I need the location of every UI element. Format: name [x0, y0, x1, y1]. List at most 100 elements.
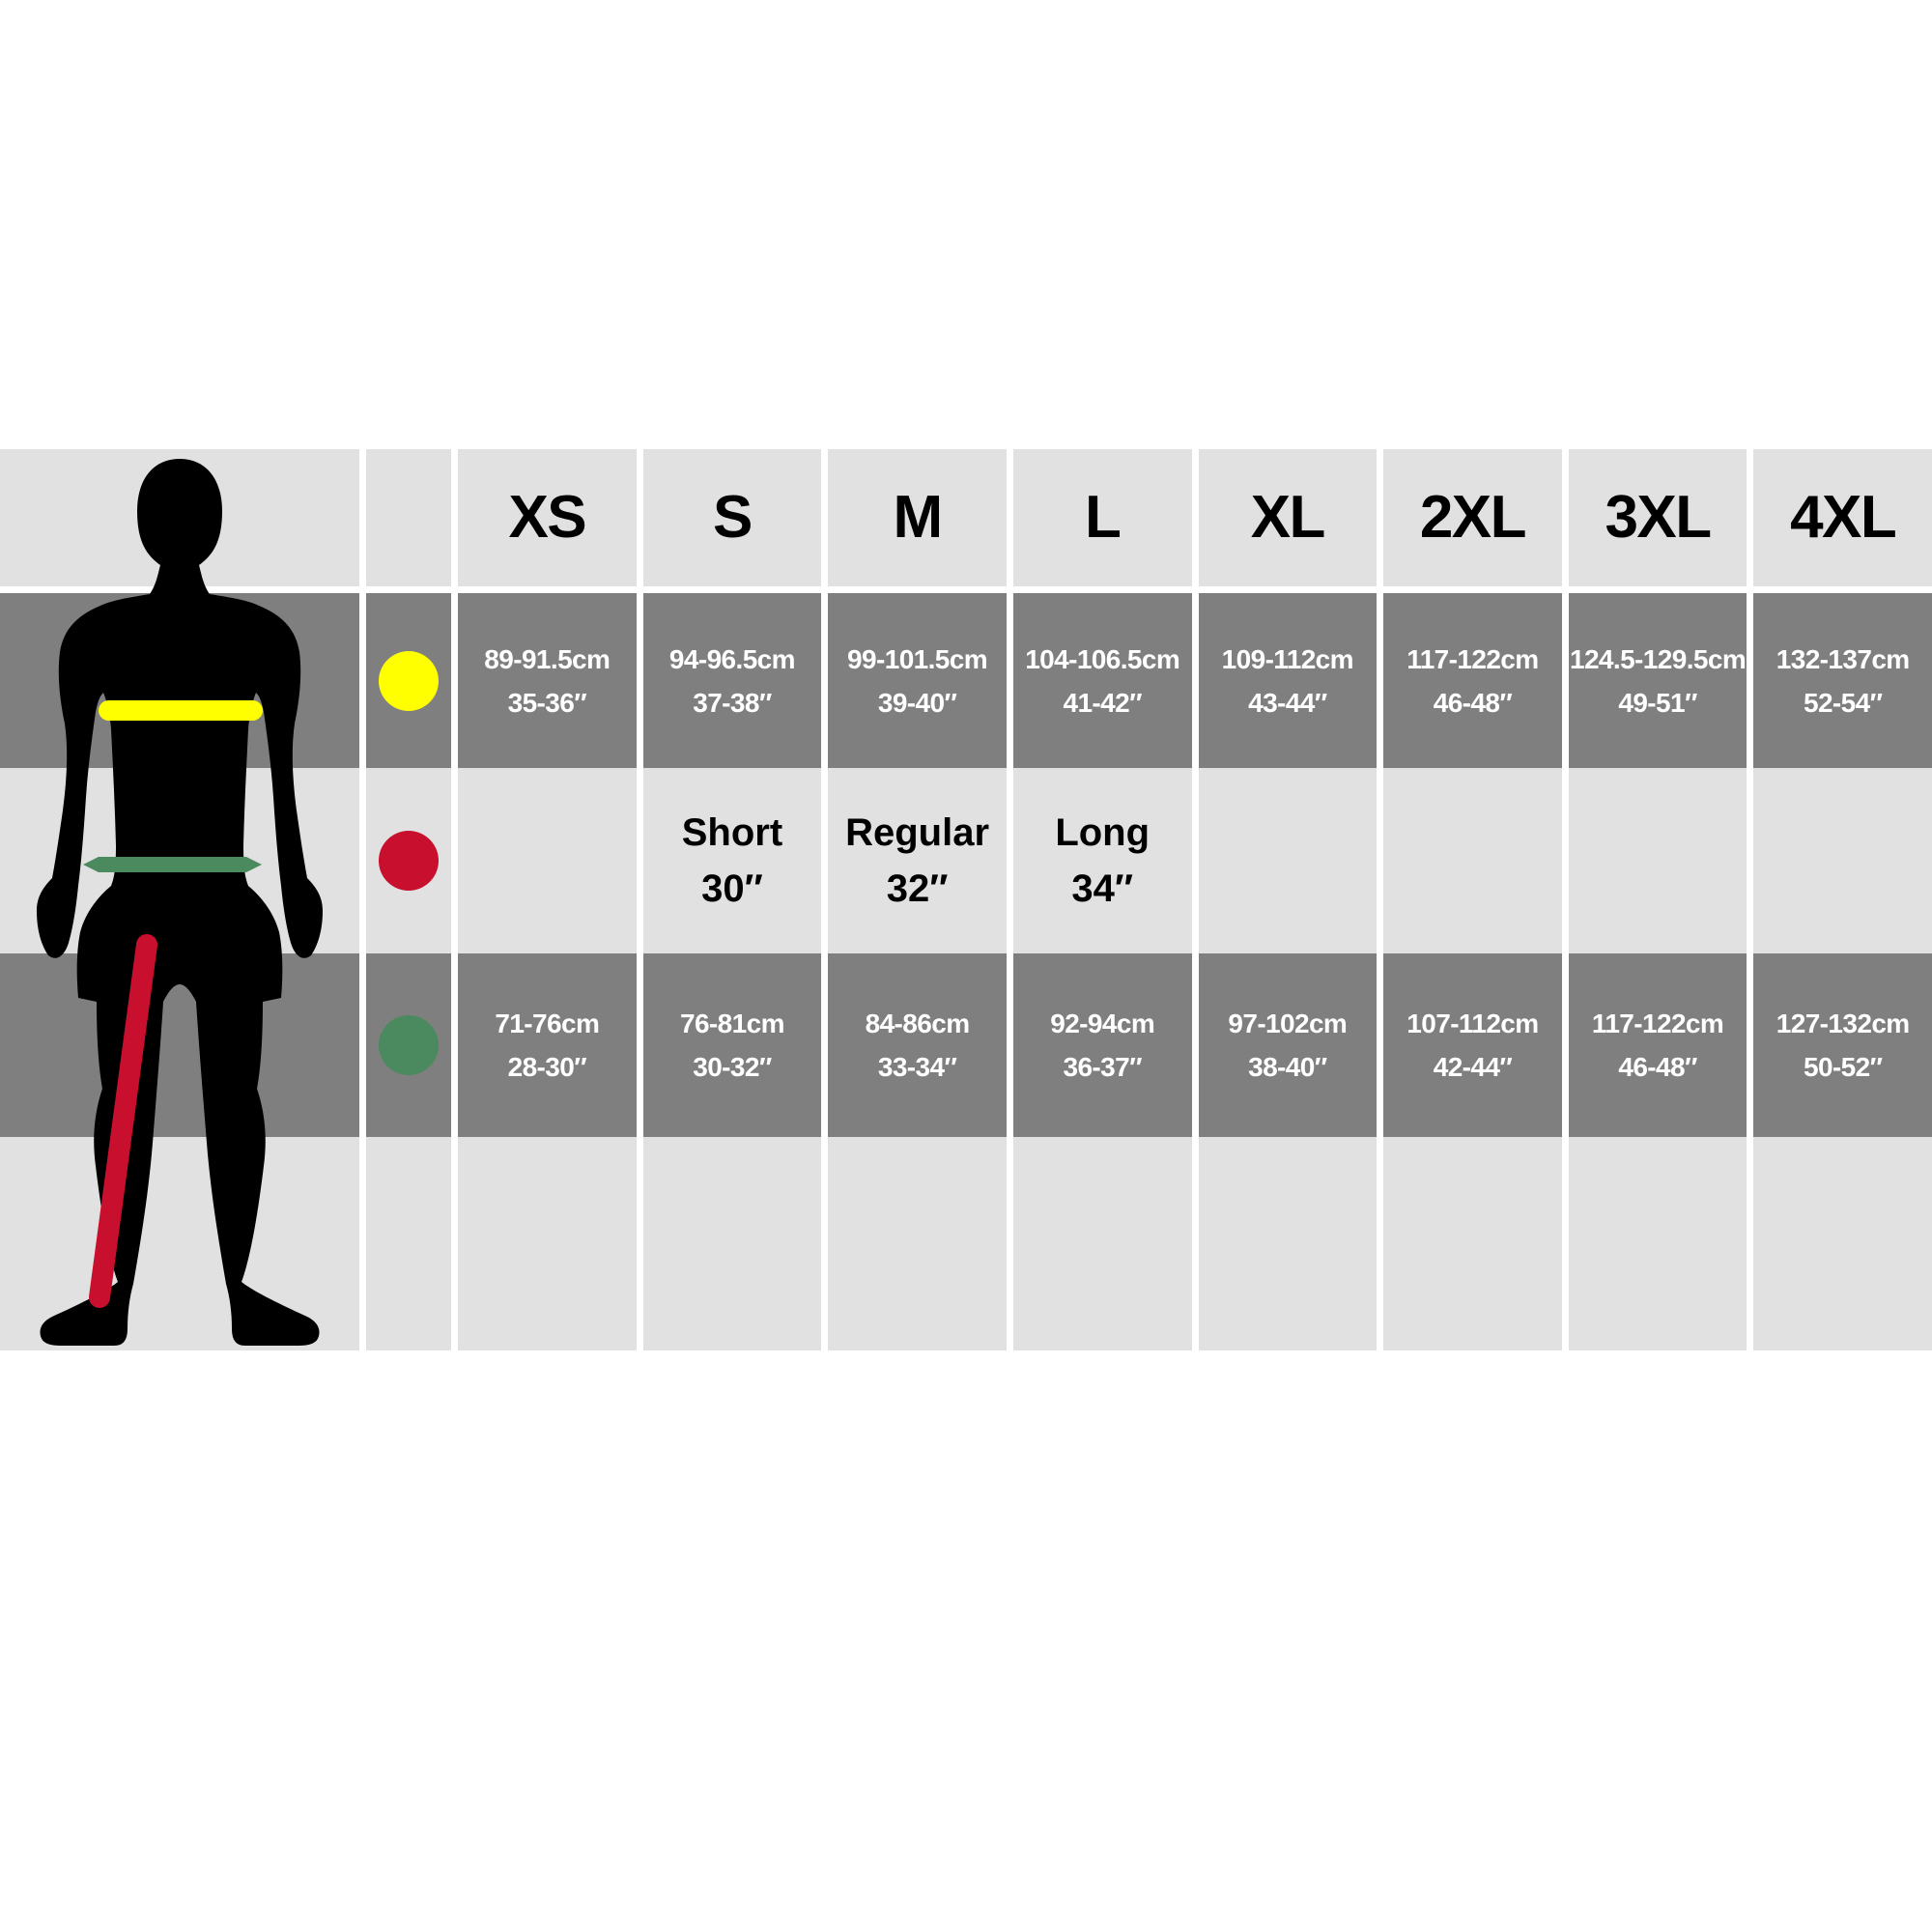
- waist-marker-cell: [366, 953, 451, 1137]
- chest-inches: 52-54″: [1803, 687, 1883, 718]
- size-label: L: [1085, 484, 1122, 551]
- size-label: 3XL: [1605, 484, 1712, 551]
- empty-cell: [1753, 1137, 1932, 1350]
- leg-cell-l: Long 34″: [1012, 768, 1192, 953]
- waist-inches: 46-48″: [1618, 1052, 1697, 1082]
- chest-inches: 41-42″: [1063, 687, 1142, 718]
- waist-cm: 97-102cm: [1228, 1009, 1348, 1038]
- size-column-2xl: 2XL 117-122cm 46-48″ 107-112cm 42-44″: [1383, 449, 1562, 1350]
- leg-marker-dot: [379, 831, 439, 891]
- waist-cell-l: 92-94cm 36-37″: [1012, 953, 1192, 1137]
- empty-cell: [1383, 1137, 1562, 1350]
- leg-cell-3xl: [1568, 768, 1747, 953]
- header-cell-xs: XS: [458, 449, 637, 593]
- empty-cell: [642, 1137, 822, 1350]
- figure-band-bottom-row: [0, 1137, 359, 1350]
- waist-inches: 33-34″: [877, 1052, 957, 1082]
- waist-inches: 36-37″: [1063, 1052, 1142, 1082]
- waist-cell-s: 76-81cm 30-32″: [642, 953, 822, 1137]
- chest-cell-2xl: 117-122cm 46-48″: [1383, 593, 1562, 768]
- chest-cm: 99-101.5cm: [847, 643, 988, 674]
- waist-cm: 127-132cm: [1776, 1009, 1910, 1038]
- empty-cell: [828, 1137, 1007, 1350]
- leg-length-label: Long: [1055, 811, 1151, 854]
- leg-cell-2xl: [1383, 768, 1562, 953]
- size-column-3xl: 3XL 124.5-129.5cm 49-51″ 117-122cm 46-48…: [1568, 449, 1747, 1350]
- chest-inches: 37-38″: [693, 687, 772, 718]
- empty-cell: [1568, 1137, 1747, 1350]
- waist-marker-dot: [379, 1015, 439, 1075]
- size-column-m: M 99-101.5cm 39-40″ Regular 32″ 84-86cm …: [828, 449, 1007, 1350]
- waist-cell-2xl: 107-112cm 42-44″: [1383, 953, 1562, 1137]
- chest-inches: 46-48″: [1433, 687, 1513, 718]
- waist-inches: 50-52″: [1803, 1052, 1883, 1082]
- waist-cm: 92-94cm: [1050, 1009, 1155, 1038]
- header-cell-3xl: 3XL: [1568, 449, 1747, 593]
- waist-cell-m: 84-86cm 33-34″: [828, 953, 1007, 1137]
- waist-cm: 76-81cm: [679, 1009, 784, 1038]
- figure-band-waist-row: [0, 953, 359, 1137]
- size-chart-table: XS 89-91.5cm 35-36″ 71-76cm 28-30″ S 94-…: [0, 449, 1932, 1350]
- chest-cell-xs: 89-91.5cm 35-36″: [458, 593, 637, 768]
- header-cell-2xl: 2XL: [1383, 449, 1562, 593]
- figure-band-leg-row: [0, 768, 359, 953]
- leg-length-value: 30″: [701, 867, 763, 910]
- waist-cm: 71-76cm: [495, 1009, 600, 1038]
- marker-column: [366, 449, 451, 1350]
- chest-cm: 89-91.5cm: [484, 643, 611, 674]
- size-label: XL: [1250, 484, 1326, 551]
- header-cell-xl: XL: [1198, 449, 1378, 593]
- chest-cell-s: 94-96.5cm 37-38″: [642, 593, 822, 768]
- chest-cell-l: 104-106.5cm 41-42″: [1012, 593, 1192, 768]
- figure-band-chest-row: [0, 593, 359, 768]
- size-column-xs: XS 89-91.5cm 35-36″ 71-76cm 28-30″: [458, 449, 637, 1350]
- size-column-4xl: 4XL 132-137cm 52-54″ 127-132cm 50-52″: [1753, 449, 1932, 1350]
- chest-marker-cell: [366, 593, 451, 768]
- size-label: S: [713, 484, 753, 551]
- leg-length-value: 32″: [886, 867, 949, 910]
- waist-cm: 84-86cm: [865, 1009, 970, 1038]
- waist-inches: 28-30″: [507, 1052, 587, 1082]
- size-column-s: S 94-96.5cm 37-38″ Short 30″ 76-81cm 30-…: [642, 449, 822, 1350]
- chest-cm: 104-106.5cm: [1025, 643, 1180, 674]
- waist-cm: 107-112cm: [1406, 1009, 1539, 1038]
- waist-cell-4xl: 127-132cm 50-52″: [1753, 953, 1932, 1137]
- leg-cell-s: Short 30″: [642, 768, 822, 953]
- figure-column: [0, 449, 359, 1350]
- leg-cell-4xl: [1753, 768, 1932, 953]
- chest-cm: 109-112cm: [1221, 643, 1354, 674]
- figure-band-header: [0, 449, 359, 593]
- chest-marker-dot: [379, 650, 439, 711]
- size-label: XS: [508, 484, 586, 551]
- waist-cell-3xl: 117-122cm 46-48″: [1568, 953, 1747, 1137]
- leg-length-label: Regular: [845, 811, 990, 854]
- waist-cell-xs: 71-76cm 28-30″: [458, 953, 637, 1137]
- chest-cm: 94-96.5cm: [668, 643, 796, 674]
- size-column-xl: XL 109-112cm 43-44″ 97-102cm 38-40″: [1198, 449, 1378, 1350]
- size-label: 4XL: [1790, 484, 1897, 551]
- chest-cell-m: 99-101.5cm 39-40″: [828, 593, 1007, 768]
- chest-inches: 35-36″: [507, 687, 587, 718]
- waist-cell-xl: 97-102cm 38-40″: [1198, 953, 1378, 1137]
- leg-length-value: 34″: [1071, 867, 1134, 910]
- chest-cell-3xl: 124.5-129.5cm 49-51″: [1568, 593, 1747, 768]
- chest-cm: 132-137cm: [1776, 643, 1910, 674]
- chest-cell-4xl: 132-137cm 52-54″: [1753, 593, 1932, 768]
- leg-marker-cell: [366, 768, 451, 953]
- header-cell-s: S: [642, 449, 822, 593]
- header-cell-m: M: [828, 449, 1007, 593]
- chest-inches: 43-44″: [1248, 687, 1327, 718]
- waist-inches: 42-44″: [1433, 1052, 1513, 1082]
- leg-cell-xs: [458, 768, 637, 953]
- size-column-l: L 104-106.5cm 41-42″ Long 34″ 92-94cm 36…: [1012, 449, 1192, 1350]
- empty-cell: [1198, 1137, 1378, 1350]
- chest-inches: 39-40″: [877, 687, 957, 718]
- waist-inches: 38-40″: [1248, 1052, 1327, 1082]
- marker-header-cell: [366, 449, 451, 593]
- leg-cell-xl: [1198, 768, 1378, 953]
- header-cell-l: L: [1012, 449, 1192, 593]
- chest-cm: 124.5-129.5cm: [1569, 643, 1747, 674]
- header-cell-4xl: 4XL: [1753, 449, 1932, 593]
- size-label: M: [893, 484, 943, 551]
